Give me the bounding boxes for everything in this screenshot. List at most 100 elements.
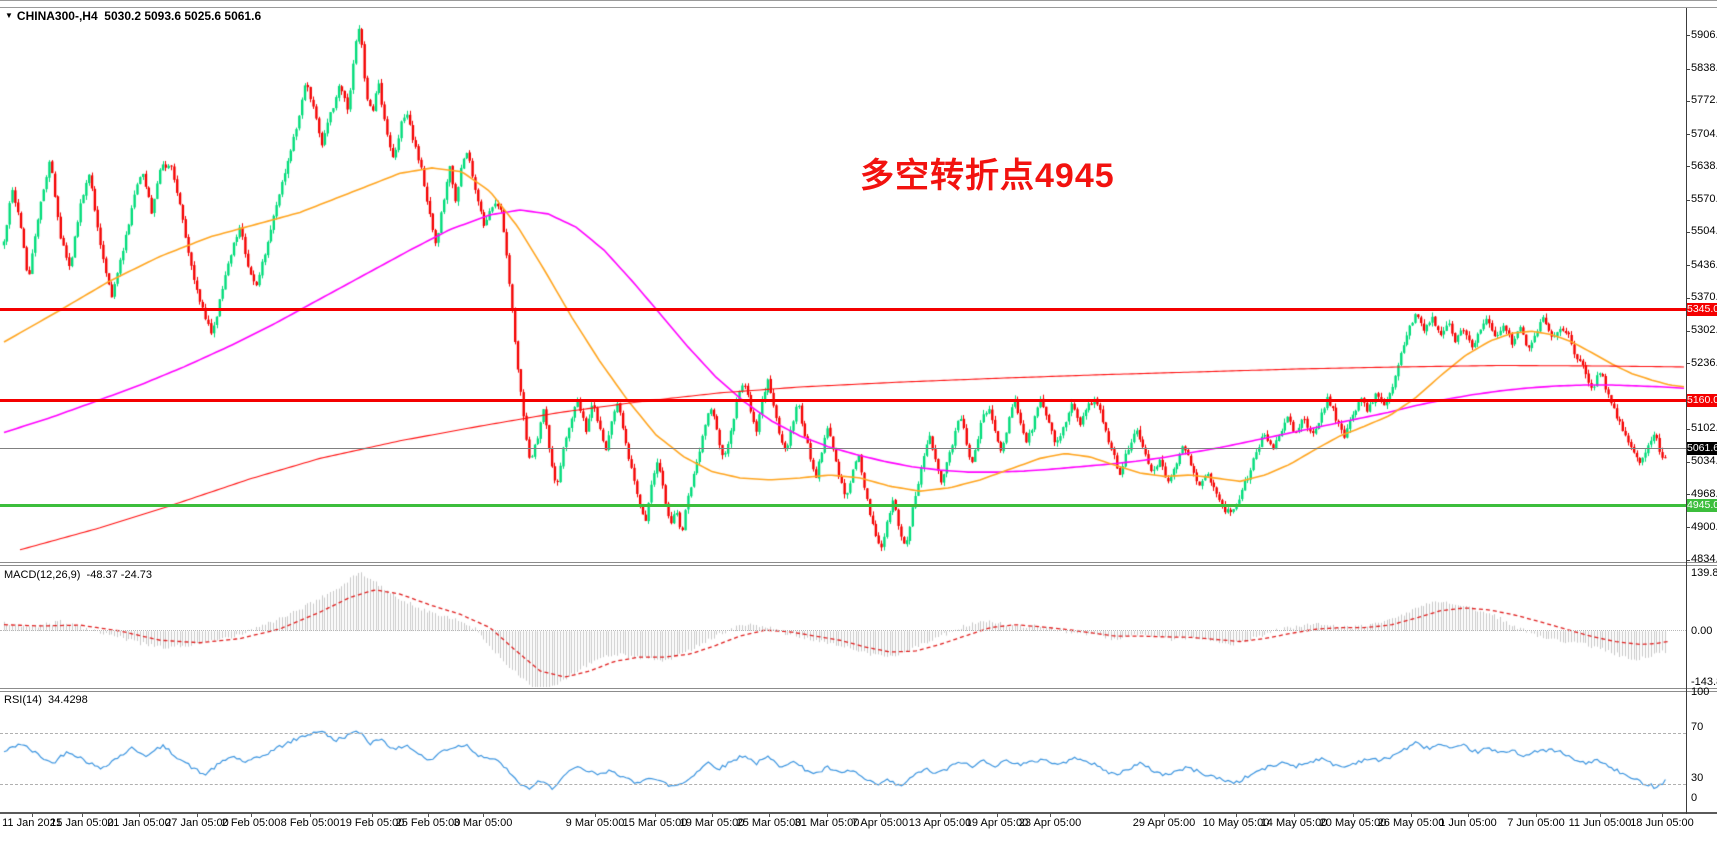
time-axis-label: 25 Feb 05:00 [395,817,461,829]
macd-indicator-label: MACD(12,26,9) -48.37 -24.73 [4,569,152,581]
time-axis-label: 29 Apr 05:00 [1132,817,1196,829]
time-tick-mark [372,813,373,817]
time-axis-label: 11 Jan 2021 [2,817,62,829]
time-axis-label: 11 Jun 05:00 [1568,817,1632,829]
time-tick-mark [595,813,596,817]
time-tick-mark [32,813,33,817]
support-line-4945[interactable] [0,504,1686,507]
time-axis-label: 8 Feb 05:00 [280,817,340,829]
pane-separator[interactable] [0,691,1717,692]
chart-annotation-text[interactable]: 多空转折点4945 [860,157,1115,195]
window-top-border-inner [0,7,1717,8]
price-tick-label: 5236.0 [1691,357,1717,369]
time-tick-mark [1468,813,1469,817]
symbol-title[interactable]: ▼ CHINA300-,H4 5030.2 5093.6 5025.6 5061.… [5,9,261,23]
chevron-down-icon[interactable]: ▼ [5,11,13,20]
price-tick-mark [1686,101,1690,102]
time-tick-mark [712,813,713,817]
time-tick-mark [310,813,311,817]
rsi-axis-label: 100 [1691,686,1710,698]
price-tick-mark [1686,200,1690,201]
time-axis-label: 10 May 05:00 [1202,817,1270,829]
rsi-axis-label: 0 [1691,792,1698,804]
time-tick-mark [1600,813,1601,817]
price-tick-label: 4968.0 [1691,488,1717,500]
time-axis-label: 18 Jun 05:00 [1630,817,1694,829]
time-axis-label: 19 Mar 05:00 [679,817,745,829]
price-tick-label: 5102.0 [1691,422,1717,434]
price-tick-mark [1686,232,1690,233]
price-badge: 5160.0 [1687,394,1717,407]
time-axis-label: 20 May 05:00 [1319,817,1387,829]
price-tick-label: 5570.0 [1691,193,1717,205]
price-tick-label: 5772.0 [1691,94,1717,106]
macd-axis-label: -143.82 [1691,676,1717,688]
time-tick-mark [827,813,828,817]
time-axis-border [0,812,1717,814]
time-axis-label: 25 Mar 05:00 [736,817,802,829]
pane-separator[interactable] [0,565,1717,566]
price-axis-line [1686,8,1687,814]
price-tick-label: 5302.0 [1691,324,1717,336]
time-axis-label: 19 Feb 05:00 [339,817,405,829]
price-tick-mark [1686,429,1690,430]
symbol-name: CHINA300-,H4 [16,9,98,23]
rsi-name: RSI(14) [4,694,42,706]
macd-values: -48.37 -24.73 [86,569,152,581]
time-tick-mark [769,813,770,817]
time-axis-label: 15 Mar 05:00 [622,817,688,829]
price-tick-label: 4900.0 [1691,521,1717,533]
price-tick-mark [1686,265,1690,266]
time-axis-label: 7 Apr 05:00 [851,817,909,829]
price-tick-label: 5638.0 [1691,160,1717,172]
price-tick-mark [1686,35,1690,36]
time-axis-label: 21 Jan 05:00 [107,817,171,829]
symbol-ohlc-values: 5030.2 5093.6 5025.6 5061.6 [104,9,262,23]
time-tick-mark [428,813,429,817]
pane-separator[interactable] [0,562,1717,563]
time-tick-mark [655,813,656,817]
price-tick-mark [1686,134,1690,135]
macd-zero-line [0,630,1686,631]
resistance-line-5345[interactable] [0,308,1686,311]
time-axis-label: 19 Apr 05:00 [965,817,1029,829]
price-tick-mark [1686,69,1690,70]
price-tick-label: 5504.0 [1691,225,1717,237]
time-tick-mark [139,813,140,817]
resistance-line-5160[interactable] [0,399,1686,402]
price-tick-mark [1686,494,1690,495]
price-tick-mark [1686,298,1690,299]
time-axis-label: 7 Jun 05:00 [1507,817,1565,829]
time-axis-label: 31 Mar 05:00 [794,817,860,829]
rsi-value: 34.4298 [48,694,88,706]
time-tick-mark [1294,813,1295,817]
time-tick-mark [251,813,252,817]
rsi-indicator-label: RSI(14) 34.4298 [4,694,88,706]
time-axis-label: 27 Jan 05:00 [165,817,229,829]
time-tick-mark [483,813,484,817]
time-tick-mark [1236,813,1237,817]
rsi-level-line [0,784,1686,785]
time-tick-mark [940,813,941,817]
time-axis-label: 13 Apr 05:00 [908,817,972,829]
macd-axis-label: 139.86 [1691,567,1717,579]
price-tick-label: 5704.0 [1691,128,1717,140]
window-top-border [0,0,1717,1]
price-tick-mark [1686,462,1690,463]
price-tick-label: 4834.0 [1691,553,1717,565]
time-tick-mark [82,813,83,817]
macd-axis-label: 0.00 [1691,625,1713,637]
price-badge: 5061.6 [1687,442,1717,455]
rsi-axis-label: 30 [1691,772,1704,784]
rsi-level-line [0,733,1686,734]
time-tick-mark [880,813,881,817]
time-tick-mark [197,813,198,817]
time-tick-mark [1536,813,1537,817]
time-tick-mark [1050,813,1051,817]
price-tick-label: 5838.0 [1691,62,1717,74]
time-axis-label: 1 Jun 05:00 [1439,817,1497,829]
current-price-line [0,448,1686,449]
pane-separator[interactable] [0,688,1717,689]
